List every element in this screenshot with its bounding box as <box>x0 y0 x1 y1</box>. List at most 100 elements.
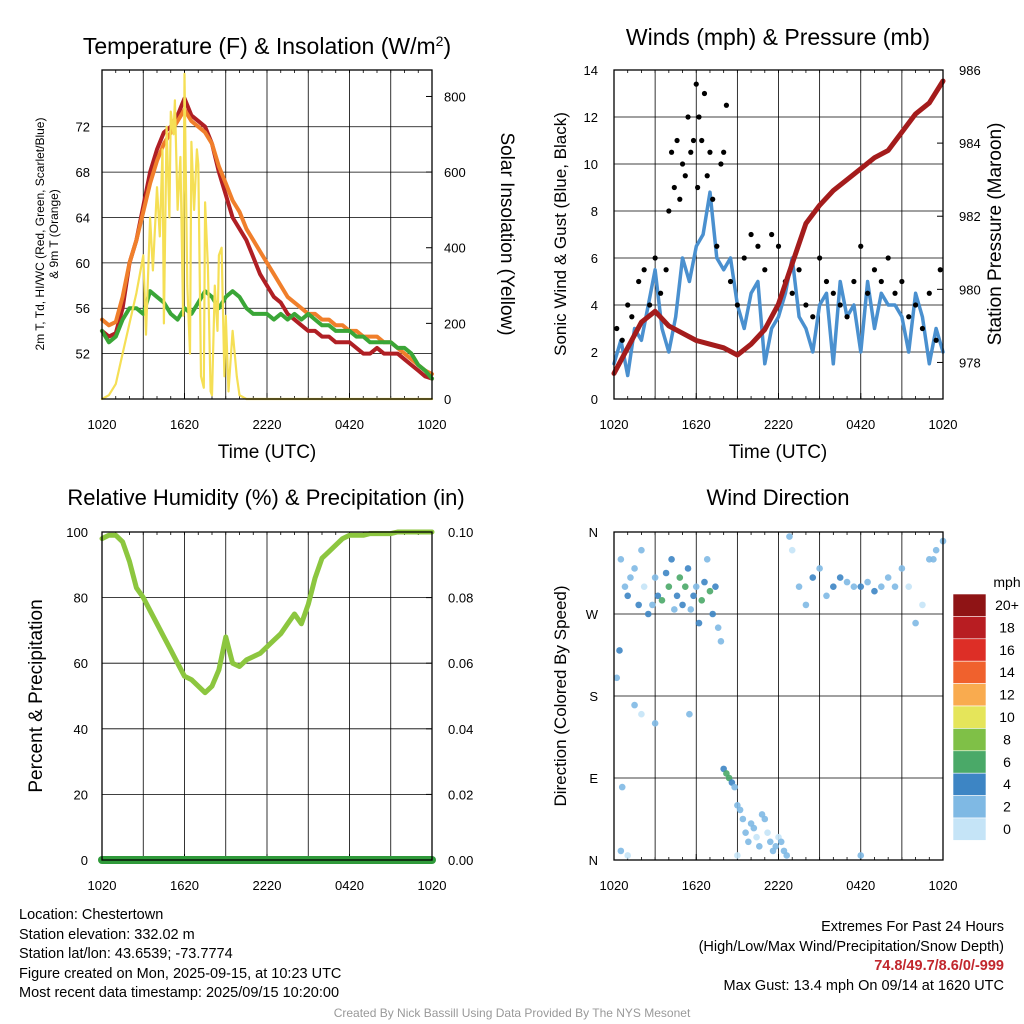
colorbar-title: mph <box>993 574 1020 590</box>
colorbar-swatch <box>952 817 987 841</box>
gust-point <box>658 290 664 296</box>
station-info: Location: Chestertown Station elevation:… <box>19 906 341 1004</box>
temperature-ylabel-line2: & 9m T (Orange) <box>47 189 61 279</box>
gust-point <box>704 173 710 179</box>
direction-point <box>712 583 719 590</box>
direction-point <box>714 624 722 631</box>
figure-created: Figure created on Mon, 2025-09-15, at 10… <box>19 965 342 982</box>
direction-title: Wind Direction <box>706 485 849 510</box>
direction-point <box>930 556 937 563</box>
gust-point <box>721 149 727 155</box>
direction-point <box>621 583 629 590</box>
series-line-solar-insolation <box>100 72 434 401</box>
y-tick-label: 12 <box>584 110 598 125</box>
y2-tick-label: 986 <box>959 63 981 78</box>
direction-point <box>692 583 700 590</box>
gust-point <box>899 278 905 285</box>
x-tick-label: 1020 <box>418 878 447 893</box>
y2-tick-label: 978 <box>959 355 981 370</box>
direction-point <box>651 574 659 581</box>
x-tick-label: 1620 <box>170 417 199 432</box>
y2-tick-label: 0.08 <box>448 591 473 606</box>
y-tick-label: N <box>589 853 598 868</box>
x-tick-label: 1620 <box>682 417 711 432</box>
direction-point <box>687 606 695 613</box>
y2-tick-label: 800 <box>444 89 466 104</box>
recent-data-timestamp: Most recent data timestamp: 2025/09/15 1… <box>19 985 340 1002</box>
y-tick-label: 60 <box>76 256 90 271</box>
gust-point <box>668 149 675 155</box>
direction-point <box>651 720 659 727</box>
x-tick-label: 0420 <box>335 417 364 432</box>
colorbar-label: 20+ <box>995 597 1019 613</box>
gust-point <box>707 149 713 155</box>
plot-frame <box>101 69 433 400</box>
direction-point <box>739 815 747 823</box>
direction-point <box>662 569 670 577</box>
colorbar-swatch <box>952 705 987 729</box>
extremes-values: 74.8/49.7/8.6/0/-999 <box>874 958 1004 975</box>
colorbar-label: 4 <box>1003 776 1011 792</box>
direction-point <box>736 806 744 814</box>
direction-point <box>809 574 817 581</box>
y2-tick-label: 400 <box>444 241 466 256</box>
direction-point <box>635 601 642 609</box>
gust-point <box>885 255 891 261</box>
direction-point <box>788 546 796 554</box>
direction-point <box>686 710 693 718</box>
direction-point <box>701 578 708 586</box>
direction-point <box>698 597 706 604</box>
x-tick-label: 2220 <box>253 878 282 893</box>
direction-ylabel: Direction (Colored By Speed) <box>551 585 570 806</box>
gust-point <box>871 267 878 273</box>
direction-point <box>638 710 645 718</box>
gust-point <box>937 267 943 273</box>
x-tick-label: 1620 <box>170 878 199 893</box>
direction-point <box>679 601 686 609</box>
gust-point <box>679 161 686 167</box>
station-latlon: Station lat/lon: 43.6539; -73.7774 <box>19 946 233 963</box>
humidity-title: Relative Humidity (%) & Precipitation (i… <box>67 485 464 510</box>
gust-point <box>727 278 734 285</box>
direction-point <box>919 601 926 609</box>
gust-point <box>851 278 857 285</box>
y-tick-label: N <box>589 525 598 540</box>
gust-point <box>677 196 683 202</box>
gust-point <box>933 337 939 343</box>
direction-point <box>783 852 791 859</box>
colorbar-label: 18 <box>999 619 1015 635</box>
gust-point <box>685 114 691 120</box>
colorbar-swatch <box>952 660 987 684</box>
direction-point <box>816 565 823 572</box>
gust-point <box>695 184 701 191</box>
direction-point <box>857 852 865 859</box>
station-location: Location: Chestertown <box>19 907 164 923</box>
y-tick-label: 8 <box>591 204 598 219</box>
x-tick-label: 2220 <box>764 417 793 432</box>
direction-panel: Wind Direction Direction (Colored By Spe… <box>551 485 1021 893</box>
y-tick-label: 72 <box>76 120 90 135</box>
extremes-title: Extremes For Past 24 Hours <box>821 919 1004 935</box>
direction-point <box>706 587 714 595</box>
winds-ylabel: Sonic Wind & Gust (Blue, Black) <box>551 112 570 356</box>
gust-point <box>741 255 747 261</box>
direction-point <box>709 610 716 618</box>
gust-point <box>674 137 680 144</box>
series-line-sonic-wind <box>612 190 945 378</box>
direction-point <box>616 647 623 654</box>
series-line-9m-t <box>100 107 434 376</box>
y-tick-label: 2 <box>591 345 598 360</box>
y-tick-label: 40 <box>74 722 88 737</box>
gust-point <box>810 314 816 320</box>
colorbar-swatch <box>952 772 987 796</box>
extremes-info: Extremes For Past 24 Hours (High/Low/Max… <box>699 918 1004 996</box>
direction-point <box>823 592 830 600</box>
temperature-panel: Temperature (F) & Insolation (W/m2) 2m T… <box>33 33 517 463</box>
colorbar-label: 16 <box>999 642 1015 658</box>
gust-point <box>619 337 625 343</box>
direction-point <box>618 783 626 791</box>
direction-point <box>857 583 865 590</box>
x-tick-label: 1020 <box>600 417 629 432</box>
gust-point <box>714 243 720 249</box>
direction-point <box>644 610 652 618</box>
